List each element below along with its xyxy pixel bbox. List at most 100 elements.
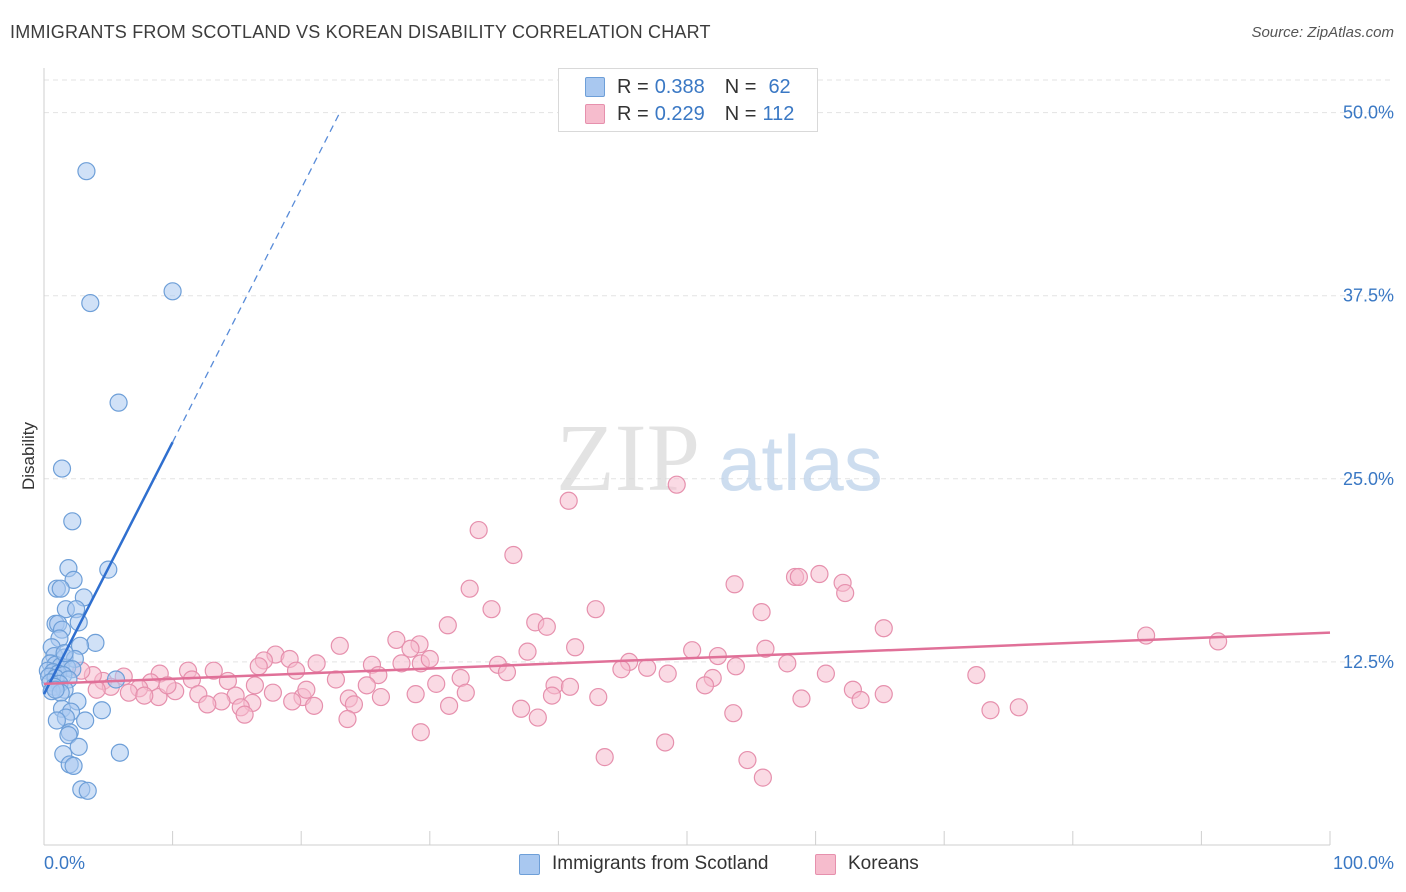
korean-point xyxy=(245,676,265,695)
korean-point xyxy=(420,649,439,669)
gridlines xyxy=(44,79,1394,663)
korean-point xyxy=(810,564,829,584)
korean-point xyxy=(683,641,702,660)
korean-point xyxy=(586,600,605,619)
scotland-point xyxy=(63,512,82,531)
korean-point xyxy=(387,630,406,650)
korean-point xyxy=(204,661,223,680)
chart-title: IMMIGRANTS FROM SCOTLAND VS KOREAN DISAB… xyxy=(10,22,711,42)
korean-point xyxy=(967,665,986,685)
korean-point xyxy=(1009,698,1028,717)
legend-n-label: N = xyxy=(724,102,757,125)
y-tick-labels: 12.5% 25.0% 37.5% 50.0% xyxy=(1343,103,1394,672)
korean-point xyxy=(836,583,855,603)
korean-point xyxy=(667,475,686,494)
korean-point xyxy=(518,642,537,661)
korean-point xyxy=(119,683,138,702)
y-tick-label: 12.5% xyxy=(1343,652,1394,672)
korean-point xyxy=(1209,632,1228,651)
korean-series-label: Koreans xyxy=(848,853,919,874)
scotland-series-label: Immigrants from Scotland xyxy=(552,853,769,874)
korean-point xyxy=(497,663,517,682)
korean-point xyxy=(87,680,106,699)
watermark-zip: ZIP xyxy=(556,404,700,511)
korean-point xyxy=(438,616,457,635)
scotland-point xyxy=(69,737,88,756)
x-tick-label-max: 100.0% xyxy=(1333,853,1394,873)
korean-point xyxy=(753,768,772,787)
korean-point xyxy=(542,686,562,705)
korean-point xyxy=(338,709,357,729)
korean-point xyxy=(816,664,835,683)
korean-point xyxy=(330,636,349,655)
scotland-swatch xyxy=(585,77,605,97)
korean-point xyxy=(752,603,771,622)
korean-point xyxy=(658,664,677,683)
korean-point xyxy=(307,654,326,673)
scotland-point xyxy=(51,579,70,598)
scotland-n-value: 62 xyxy=(768,75,791,98)
correlation-legend: R = 0.388 N = 62 R = 0.229 N = 112 xyxy=(558,68,818,132)
scotland-point xyxy=(78,781,97,800)
korean-point xyxy=(612,660,631,679)
y-tick-label: 50.0% xyxy=(1343,103,1394,123)
scotland-point xyxy=(109,393,128,412)
scotland-point xyxy=(76,711,95,730)
scotland-point xyxy=(110,743,129,762)
scotland-point xyxy=(64,756,83,776)
korean-point xyxy=(537,617,556,636)
scotland-point xyxy=(77,162,96,181)
legend-r-label: R = xyxy=(617,75,649,98)
korean-point xyxy=(851,690,870,710)
scotland-point xyxy=(59,726,78,745)
korean-point xyxy=(411,723,430,742)
korean-point xyxy=(158,676,177,695)
watermark: ZIP atlas xyxy=(556,404,883,511)
korean-point xyxy=(789,567,808,587)
korean-r-value: 0.229 xyxy=(654,102,705,125)
korean-trend-line xyxy=(43,631,1331,686)
korean-point xyxy=(235,705,254,724)
korean-point xyxy=(638,658,657,677)
watermark-atlas: atlas xyxy=(718,419,883,507)
korean-point xyxy=(595,748,614,767)
legend-r-label: R = xyxy=(617,102,649,125)
scotland-point xyxy=(47,711,66,730)
korean-points xyxy=(72,475,1228,787)
korean-point xyxy=(283,692,302,711)
bottom-legend-scotland: Immigrants from Scotland xyxy=(519,852,768,876)
korean-point xyxy=(456,683,475,702)
korean-point xyxy=(874,685,893,704)
korean-point xyxy=(738,750,757,770)
korean-point xyxy=(439,696,459,715)
korean-point xyxy=(198,695,217,714)
korean-point xyxy=(528,708,547,727)
korean-point xyxy=(566,638,585,657)
korean-point xyxy=(482,600,501,619)
korean-point xyxy=(874,619,893,638)
korean-point xyxy=(427,674,446,693)
scotland-swatch xyxy=(519,853,540,875)
x-tick-label-min: 0.0% xyxy=(44,853,85,873)
korean-point xyxy=(726,657,745,676)
korean-point xyxy=(401,639,420,658)
korean-point xyxy=(326,670,346,689)
korean-point xyxy=(559,491,578,510)
scotland-point xyxy=(86,633,105,652)
y-tick-label: 25.0% xyxy=(1343,469,1394,489)
korean-point xyxy=(286,661,306,680)
korean-point xyxy=(724,704,743,723)
korean-point xyxy=(392,654,411,673)
korean-point xyxy=(792,689,811,708)
scotland-point xyxy=(92,701,111,720)
korean-swatch xyxy=(585,104,605,124)
korean-swatch xyxy=(815,853,836,875)
korean-point xyxy=(371,687,391,707)
legend-row-scotland: R = 0.388 N = 62 xyxy=(585,75,791,99)
scotland-trend-line xyxy=(42,441,174,695)
scotland-r-value: 0.388 xyxy=(654,75,705,98)
korean-point xyxy=(263,683,283,702)
source-credit: Source: ZipAtlas.com xyxy=(1251,24,1394,41)
legend-row-korean: R = 0.229 N = 112 xyxy=(585,102,794,126)
